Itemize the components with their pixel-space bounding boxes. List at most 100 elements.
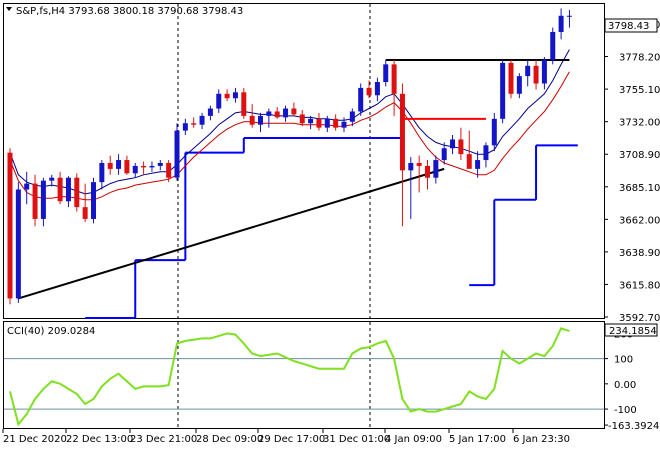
cci-level-lines [4,358,604,410]
candle [166,160,172,183]
price-tick-label: 3755.10 [619,85,660,96]
candle [57,171,63,205]
current-price-label: 3798.43 [608,21,649,32]
candle [458,127,464,161]
current-price-tag [604,18,658,33]
cci-tick-label: -163.3924 [608,421,659,432]
candle [82,183,88,222]
candle-body [232,92,238,99]
candle [99,160,105,190]
candle-body [333,118,339,128]
candle-body [383,64,389,83]
price-tick-label: 3615.80 [619,280,660,291]
candle-body [433,160,439,178]
candle-body [541,59,547,84]
candle-body [216,93,222,109]
candle [516,73,522,99]
cci-value-tag [604,323,658,337]
candle [291,102,297,116]
candle [174,123,180,181]
trendline [18,167,445,300]
time-tick-label: 22 Dec 13:00 [66,434,133,445]
candle [65,176,71,208]
candle [383,59,389,87]
candle [433,155,439,184]
candle [266,108,272,128]
candle-body [525,65,531,77]
candle [508,59,514,99]
candle [333,114,339,131]
candle-body [258,115,263,125]
candle [466,130,472,169]
candle-body [124,160,130,174]
candle-body [266,111,272,116]
cci-panel-frame [3,321,605,429]
candle-body [416,162,422,166]
candle [49,174,55,187]
candle-body [491,118,497,146]
candle-body [207,108,213,116]
candle [425,160,430,190]
candle [550,27,556,65]
candle-body [349,111,355,122]
candle [157,160,163,171]
candle-body [24,183,30,190]
candle [416,155,422,193]
time-tick-label: 4 Jan 09:00 [385,434,442,445]
candle [191,117,197,128]
time-tick-label: 29 Dec 17:00 [258,434,325,445]
candle-body [199,115,205,125]
candle-body [15,189,21,299]
price-tick-label: 3685.10 [619,183,660,194]
candle-body [399,93,405,171]
candle [341,117,347,133]
candle [7,148,13,305]
candle [566,9,572,28]
time-tick-label: 21 Dec 2020 [3,434,67,445]
trendlines[interactable] [18,58,570,300]
candle [500,59,506,124]
candle-body [425,165,430,178]
candle [324,115,330,133]
candle-body [308,118,314,124]
candle [408,157,414,219]
candle-body [91,182,96,219]
candle [258,112,263,133]
candle [74,173,80,212]
candle [241,87,247,119]
candle-body [7,152,13,299]
candle [391,59,397,116]
candle-body [408,162,414,171]
candle-body [299,114,305,124]
candle-body [141,165,147,168]
candle-body [341,121,347,128]
triangle-down-icon[interactable] [6,7,12,11]
candle [533,59,539,90]
candle-body [224,93,230,99]
candle-body [132,165,138,174]
support-line [85,136,578,319]
cci-line [9,327,570,427]
candle [232,87,238,103]
cci-label: CCI(40) 209.0284 [7,326,95,337]
cci-tick-label: 100 [614,355,633,366]
candle-body [533,65,539,84]
candle [299,109,305,127]
candle [541,56,547,90]
candle-body [566,15,572,17]
candle [374,77,380,102]
candle [308,115,314,130]
candle-body [82,207,88,219]
candles [7,8,572,305]
candle-body [458,139,464,155]
candle [450,135,456,155]
candle-body [550,31,556,60]
candle [216,89,222,113]
time-tick-label: 6 Jan 23:30 [513,434,570,445]
candle-body [74,177,80,208]
candle-body [475,160,481,169]
time-tick-label: 23 Dec 21:00 [130,434,197,445]
candle [475,151,481,178]
